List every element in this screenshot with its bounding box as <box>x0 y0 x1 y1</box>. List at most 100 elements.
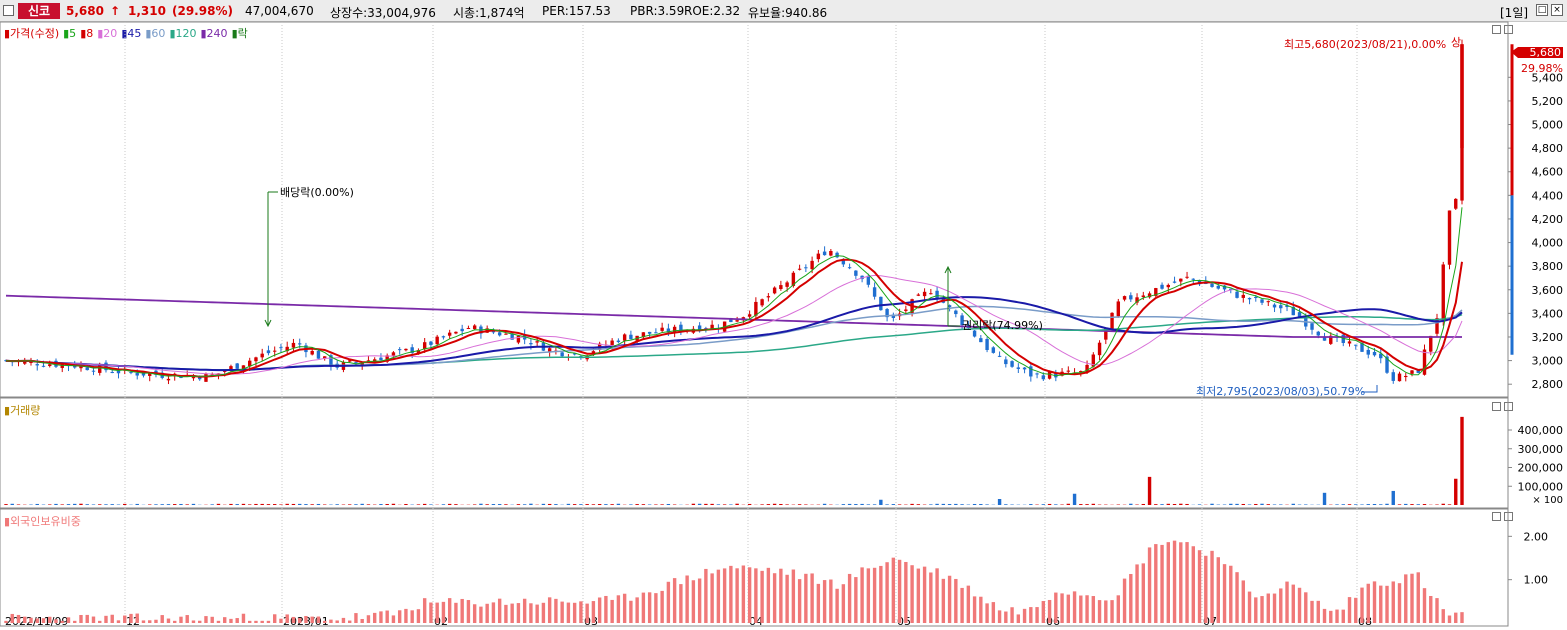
foreign-bar <box>1204 555 1208 623</box>
volume-bar <box>1422 504 1427 505</box>
listed-shares: 상장수:33,004,976 <box>330 6 436 20</box>
foreign-bar <box>647 592 652 623</box>
stock-name[interactable]: 신코 <box>18 3 60 19</box>
volume-unit: × 100 <box>1532 495 1563 506</box>
foreign-bar <box>1016 614 1021 623</box>
volume-panel-min-button[interactable] <box>1492 402 1501 411</box>
candle-body <box>41 365 46 367</box>
maximize-button[interactable]: □ <box>1536 4 1548 16</box>
foreign-bar <box>1372 581 1377 623</box>
volume-tick-label: 100,000 <box>1518 480 1564 493</box>
legend-item-1: ▮5 <box>63 27 77 40</box>
foreign-bar <box>135 613 139 623</box>
foreign-bar <box>1310 600 1314 623</box>
candle-body <box>935 290 939 300</box>
foreign-bar <box>1135 564 1139 623</box>
foreign-bar <box>29 617 33 623</box>
candle-body <box>1329 335 1333 344</box>
volume-bar <box>60 504 64 505</box>
candle-body <box>510 333 514 340</box>
foreign-bar <box>622 593 627 623</box>
foreign-bar <box>85 614 89 623</box>
candle-body <box>385 355 389 362</box>
candle-body <box>1022 367 1027 370</box>
candle-body <box>1029 366 1033 377</box>
candle-body <box>48 364 52 366</box>
volume-bar <box>1141 503 1146 505</box>
candle-body <box>766 296 771 298</box>
foreign-bar <box>529 603 533 623</box>
candle-body <box>148 373 152 376</box>
foreign-bar <box>554 598 558 623</box>
foreign-bar <box>885 562 889 623</box>
foreign-bar <box>966 585 971 623</box>
candle-body <box>1010 361 1014 367</box>
foreign-panel-min-button[interactable] <box>1492 512 1501 521</box>
candle-body <box>916 294 921 296</box>
candle-body <box>104 362 108 371</box>
ma240-line <box>5 294 1462 338</box>
volume-bar <box>735 503 739 505</box>
foreign-bar <box>404 608 408 623</box>
volume-bar <box>785 504 789 505</box>
candle-body <box>1310 323 1314 330</box>
foreign-bar <box>4 620 8 623</box>
period-selector[interactable]: [1일] <box>1500 6 1529 20</box>
volume-legend: ▮거래량 <box>4 404 41 417</box>
foreign-bar <box>822 580 827 623</box>
volume-bar <box>1066 503 1071 505</box>
foreign-bar <box>741 565 746 623</box>
foreign-bar <box>441 601 446 623</box>
foreign-bar <box>466 600 471 623</box>
foreign-bar <box>98 620 102 623</box>
candle-body <box>466 327 471 329</box>
candle-body <box>885 309 889 318</box>
candle-body <box>891 314 896 318</box>
volume-bar <box>616 503 621 505</box>
candle-body <box>1047 371 1052 379</box>
rights-marker <box>944 265 960 327</box>
close-button[interactable]: × <box>1551 4 1563 16</box>
foreign-bar <box>847 573 852 623</box>
candle-body <box>760 299 764 306</box>
volume-bar <box>704 503 708 505</box>
candle-body <box>1397 373 1402 382</box>
volume-bar <box>1079 504 1083 505</box>
foreign-bar <box>385 610 389 623</box>
volume-bar <box>491 504 496 505</box>
price-tick-label: 3,200 <box>1532 331 1564 344</box>
foreign-bar <box>685 575 689 623</box>
foreign-bar <box>79 614 83 623</box>
foreign-bar <box>1235 572 1239 623</box>
candle-body <box>1247 297 1252 300</box>
foreign-bar <box>1122 578 1127 623</box>
price-panel-min-button[interactable] <box>1492 25 1501 34</box>
volume-bar <box>947 504 952 505</box>
volume-bar <box>1154 504 1158 505</box>
candle-body <box>129 372 133 374</box>
volume-bar <box>454 504 458 505</box>
foreign-bar <box>460 598 464 623</box>
select-checkbox[interactable] <box>3 5 14 16</box>
foreign-bar <box>1297 587 1302 623</box>
volume-bar <box>110 504 114 505</box>
candle-body <box>285 346 289 352</box>
volume-bar <box>160 504 164 505</box>
candle-body <box>835 252 839 258</box>
candle-body <box>1222 285 1227 290</box>
candle-body <box>704 328 708 330</box>
volume-bar <box>248 504 252 505</box>
foreign-bar <box>1041 601 1046 623</box>
volume-bar <box>1160 504 1164 505</box>
foreign-bar <box>660 590 664 623</box>
volume-bar <box>879 499 883 505</box>
foreign-bar <box>897 559 902 623</box>
candle-body <box>1435 318 1439 334</box>
volume-bar <box>779 503 783 505</box>
volume-bar <box>760 504 764 505</box>
foreign-bar <box>1391 581 1395 623</box>
foreign-bar <box>154 619 158 623</box>
foreign-bar <box>910 565 914 623</box>
foreign-bar <box>541 602 546 623</box>
